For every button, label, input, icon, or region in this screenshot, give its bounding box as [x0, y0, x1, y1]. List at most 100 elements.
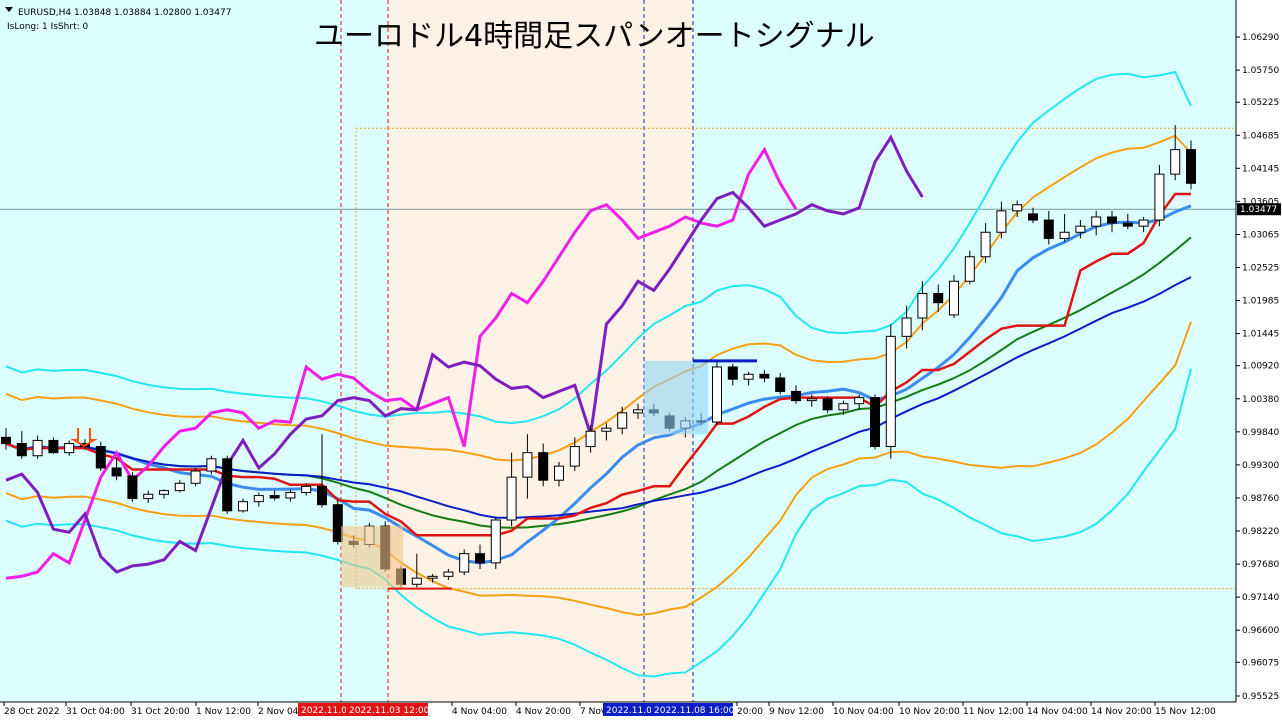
- candle[interactable]: [1122, 213, 1133, 230]
- candle-body: [949, 280, 959, 316]
- candle-body: [585, 430, 596, 448]
- y-tick-label: 0.97680: [1242, 560, 1279, 570]
- candle[interactable]: [301, 483, 312, 496]
- candle[interactable]: [743, 371, 754, 386]
- candle-body: [759, 373, 770, 379]
- candle[interactable]: [885, 324, 896, 459]
- candle[interactable]: [1, 428, 11, 450]
- candle[interactable]: [633, 403, 643, 419]
- x-tick-label: 9 Nov 12:00: [769, 707, 824, 717]
- candle[interactable]: [727, 363, 738, 386]
- candle[interactable]: [1091, 210, 1102, 236]
- candle[interactable]: [554, 461, 564, 487]
- candle[interactable]: [253, 492, 264, 507]
- candle[interactable]: [16, 431, 27, 459]
- candle[interactable]: [1186, 140, 1196, 190]
- x-tick-label: 11 Nov 12:00: [963, 707, 1024, 717]
- chart-menu-triangle-icon[interactable]: [5, 7, 13, 12]
- candle[interactable]: [1138, 216, 1149, 233]
- candle[interactable]: [980, 223, 991, 263]
- candle[interactable]: [759, 370, 770, 383]
- y-tick-label: 1.05225: [1242, 98, 1279, 108]
- price-axis-background: [1236, 0, 1282, 724]
- bb-upper-mid-line: [5, 134, 1192, 462]
- candle[interactable]: [143, 490, 154, 503]
- candle[interactable]: [1043, 210, 1054, 245]
- candle[interactable]: [1059, 213, 1070, 242]
- candle[interactable]: [775, 373, 786, 395]
- candle[interactable]: [127, 472, 138, 502]
- candle[interactable]: [506, 452, 517, 527]
- y-tick-label: 1.03605: [1242, 197, 1279, 207]
- slow-ma-line: [5, 276, 1192, 520]
- candle[interactable]: [996, 201, 1007, 239]
- candle[interactable]: [964, 250, 975, 285]
- candle[interactable]: [95, 441, 106, 472]
- candle[interactable]: [806, 394, 817, 407]
- candle[interactable]: [427, 573, 438, 583]
- candle-body: [32, 439, 43, 457]
- candle[interactable]: [822, 396, 833, 413]
- candle[interactable]: [1170, 125, 1181, 181]
- y-tick-label: 1.01445: [1242, 330, 1279, 340]
- candle[interactable]: [601, 423, 612, 441]
- candle[interactable]: [206, 455, 217, 475]
- candle-body: [1043, 219, 1054, 239]
- candle[interactable]: [538, 443, 549, 487]
- candle[interactable]: [901, 305, 912, 349]
- candle-body: [617, 412, 628, 429]
- candle[interactable]: [870, 394, 880, 450]
- vline-label-text: 2022.11.08 16:00: [654, 706, 735, 716]
- candle[interactable]: [332, 500, 343, 545]
- candle-body: [569, 446, 580, 467]
- candle[interactable]: [949, 275, 959, 318]
- candle[interactable]: [1075, 220, 1086, 239]
- candle[interactable]: [569, 437, 580, 472]
- candle[interactable]: [933, 284, 944, 312]
- candle-body: [854, 397, 865, 405]
- candle[interactable]: [269, 490, 280, 501]
- candle[interactable]: [712, 360, 722, 426]
- candle[interactable]: [32, 435, 43, 459]
- candle-body: [222, 458, 233, 512]
- candle[interactable]: [917, 281, 928, 331]
- candle[interactable]: [111, 458, 122, 481]
- candle[interactable]: [411, 553, 422, 588]
- candle[interactable]: [317, 434, 327, 508]
- candle[interactable]: [459, 549, 470, 576]
- candle[interactable]: [238, 498, 248, 513]
- vline-label-bg: [603, 703, 651, 716]
- candle-body: [933, 292, 944, 304]
- candle[interactable]: [285, 489, 296, 502]
- candle[interactable]: [443, 568, 454, 580]
- candle-body: [554, 465, 564, 481]
- candle[interactable]: [1012, 200, 1023, 217]
- candle[interactable]: [838, 400, 849, 415]
- candle[interactable]: [1154, 164, 1165, 227]
- y-tick-label: 1.01985: [1242, 297, 1279, 307]
- candle[interactable]: [617, 406, 628, 435]
- y-tick-label: 0.99840: [1242, 428, 1279, 438]
- candle[interactable]: [222, 455, 233, 514]
- candle[interactable]: [64, 440, 75, 456]
- candle[interactable]: [791, 385, 801, 404]
- candle[interactable]: [159, 489, 169, 499]
- y-tick-label: 0.99300: [1242, 461, 1279, 471]
- candle[interactable]: [585, 425, 596, 453]
- candle[interactable]: [174, 480, 185, 493]
- candle[interactable]: [522, 434, 533, 499]
- candle-body: [885, 335, 896, 448]
- x-tick-label: 10 Nov 20:00: [899, 707, 960, 717]
- candle[interactable]: [1028, 207, 1038, 224]
- candle[interactable]: [490, 516, 501, 569]
- y-tick-label: 1.00920: [1242, 362, 1279, 372]
- candle[interactable]: [48, 437, 59, 454]
- candle-body: [95, 446, 106, 469]
- candle[interactable]: [854, 394, 865, 410]
- candle[interactable]: [475, 544, 485, 569]
- candle-body: [743, 373, 754, 380]
- candle[interactable]: [1107, 210, 1117, 233]
- candle[interactable]: [190, 467, 201, 487]
